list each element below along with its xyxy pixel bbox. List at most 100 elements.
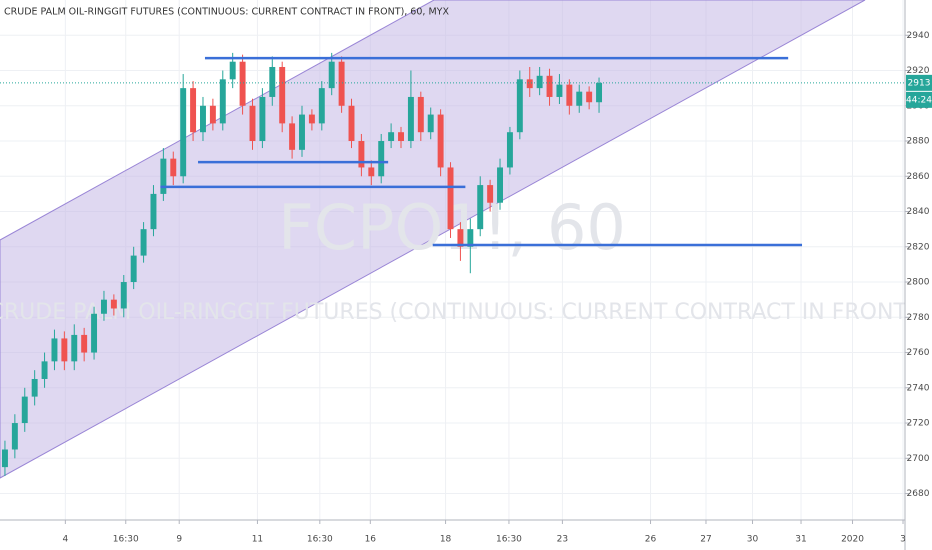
y-tick-label: 2940 [907,31,930,41]
candle-body [219,79,226,124]
candle-body [1,449,8,468]
candle-body [170,158,177,177]
candle-body [566,84,573,106]
y-tick-label: 2860 [907,172,930,182]
candle-body [407,96,414,142]
x-tick-label: 23 [557,535,568,545]
y-tick-label: 2760 [907,348,930,358]
x-tick-label: 11 [252,535,263,545]
candle-body [576,91,583,106]
candle-body [81,334,88,353]
candle-body [308,114,315,124]
candle-body [299,114,305,150]
x-tick-label: 30 [747,535,759,545]
candle-body [140,229,147,256]
y-tick-label: 2700 [907,454,930,464]
countdown-box [906,91,932,108]
candle-body [110,299,117,309]
y-tick-label: 2680 [907,489,930,499]
candle-body [487,185,494,203]
candle-body [596,82,603,103]
candle-body [239,61,246,106]
candle-body [506,132,513,168]
candle-body [467,229,474,247]
watermark-name: CRUDE PALM OIL-RINGGIT FUTURES (CONTINUO… [0,300,915,325]
candle-body [180,88,187,177]
chart-title: CRUDE PALM OIL-RINGGIT FUTURES (CONTINUO… [4,7,449,18]
y-tick-label: 2880 [907,137,930,147]
candle-body [61,338,68,362]
candle-body [388,132,395,142]
candle-body [269,66,276,97]
last-price-label: 2913 [908,78,931,88]
candle-body [229,61,236,80]
y-tick-label: 2800 [907,278,930,288]
x-tick-label: 16:30 [307,535,333,545]
candle-body [526,79,533,89]
x-tick-label: 26 [645,535,657,545]
candle-body [21,396,28,424]
x-tick-label: 4 [62,535,68,545]
x-tick-label: 2020 [841,535,864,545]
candle-body [289,123,296,150]
candle-body [91,313,98,353]
candle-body [477,185,484,230]
candle-body [209,105,216,124]
y-tick-label: 2840 [907,207,930,217]
candle-body [586,91,593,103]
candle-body [150,193,157,230]
candle-body [358,141,365,168]
x-tick-label: 27 [700,535,711,545]
candle-body [31,378,38,397]
candle-body [318,88,325,124]
candle-body [556,84,563,97]
candle-body [51,338,58,362]
price-channel [0,0,866,479]
candle-body [427,114,434,133]
x-tick-label: 3 [900,535,906,545]
x-tick-label: 16:30 [496,535,522,545]
candle-body [536,75,543,89]
last-price-box [906,74,932,91]
candle-body [546,75,553,97]
x-tick-label: 9 [176,535,182,545]
candle-body [160,158,167,194]
candle-body [100,299,107,314]
candle-body [249,105,256,142]
candle-body [378,141,385,177]
candle-body [348,105,355,142]
x-tick-label: 16 [365,535,377,545]
candle-body [437,114,444,168]
y-tick-label: 2820 [907,242,930,252]
candle-body [398,132,404,142]
candle-body [328,61,335,89]
x-tick-label: 16:30 [113,535,139,545]
candle-body [200,105,206,133]
axes: 2680 2700 2720 2740 2760 2780 2800 2820 2840 2860… [62,31,932,545]
candle-body [259,96,266,142]
y-tick-label: 2740 [907,383,930,393]
y-tick-label: 2920 [907,66,930,76]
x-tick-label: 18 [440,535,452,545]
candle-body [338,61,345,106]
candle-body [190,88,197,133]
y-tick-label: 2720 [907,419,930,429]
candle-body [447,167,454,230]
candle-body [497,167,503,203]
candle-body [71,334,78,362]
candle-body [11,423,18,450]
y-tick-label: 2780 [907,313,930,323]
plot-area [0,52,905,476]
candle-body [130,255,137,283]
candle-body [516,79,523,133]
candle-body [368,167,375,177]
time-axis [0,520,905,550]
price-axis [905,0,932,550]
candle-body [279,66,286,124]
candle-body [457,229,464,247]
candle-body [120,282,127,309]
candle-body [41,361,48,379]
x-tick-label: 31 [795,535,806,545]
candle-body [417,96,424,133]
